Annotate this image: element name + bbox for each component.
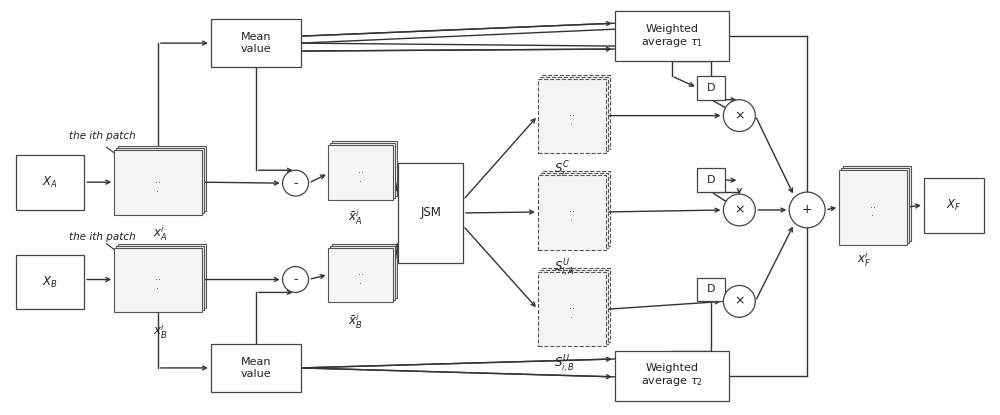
Ellipse shape [789, 192, 825, 228]
Text: ×: × [734, 109, 745, 122]
Text: the ith patch: the ith patch [69, 232, 136, 242]
FancyBboxPatch shape [540, 270, 608, 344]
FancyBboxPatch shape [330, 144, 395, 198]
FancyBboxPatch shape [697, 76, 725, 100]
FancyBboxPatch shape [211, 19, 301, 67]
Text: -: - [293, 273, 298, 286]
Text: JSM: JSM [420, 207, 441, 220]
Text: Mean
value: Mean value [240, 357, 271, 379]
Text: -: - [293, 177, 298, 190]
Text: ..: .. [358, 165, 364, 175]
Text: +: + [802, 203, 812, 217]
FancyBboxPatch shape [398, 163, 463, 263]
Text: the ith patch: the ith patch [69, 131, 136, 141]
Text: $X_F$: $X_F$ [946, 198, 961, 213]
FancyBboxPatch shape [118, 244, 206, 308]
FancyBboxPatch shape [538, 175, 606, 250]
FancyBboxPatch shape [118, 146, 206, 211]
FancyBboxPatch shape [116, 149, 204, 213]
FancyBboxPatch shape [330, 246, 395, 300]
Text: .: . [570, 117, 573, 127]
FancyBboxPatch shape [332, 244, 397, 298]
Text: .: . [359, 276, 362, 286]
Text: $X_A$: $X_A$ [42, 175, 58, 190]
Ellipse shape [723, 194, 755, 226]
FancyBboxPatch shape [328, 145, 393, 200]
FancyBboxPatch shape [924, 178, 984, 233]
Text: D: D [707, 284, 716, 295]
Text: ..: .. [870, 200, 876, 210]
Text: .: . [570, 213, 573, 223]
Text: .: . [570, 310, 573, 320]
Text: ..: .. [569, 205, 575, 215]
FancyBboxPatch shape [16, 255, 84, 309]
FancyBboxPatch shape [839, 170, 907, 245]
Text: $x_F^i$: $x_F^i$ [857, 250, 871, 269]
FancyBboxPatch shape [114, 150, 202, 215]
Ellipse shape [283, 170, 309, 196]
FancyBboxPatch shape [697, 278, 725, 301]
Text: ..: .. [155, 272, 161, 282]
FancyBboxPatch shape [540, 77, 608, 151]
Text: D: D [707, 175, 716, 185]
Text: D: D [707, 83, 716, 93]
Text: $S_{i,B}^U$: $S_{i,B}^U$ [554, 354, 575, 376]
FancyBboxPatch shape [114, 248, 202, 312]
Text: $x_B^i$: $x_B^i$ [153, 321, 167, 341]
FancyBboxPatch shape [615, 351, 729, 401]
FancyBboxPatch shape [328, 248, 393, 303]
Text: .: . [359, 174, 362, 184]
FancyBboxPatch shape [332, 142, 397, 196]
Text: $S_i^C$: $S_i^C$ [554, 160, 570, 181]
Text: ..: .. [569, 108, 575, 118]
FancyBboxPatch shape [841, 168, 909, 243]
Text: $X_B$: $X_B$ [42, 274, 58, 290]
Text: .: . [156, 281, 159, 291]
FancyBboxPatch shape [211, 344, 301, 392]
Text: ..: .. [569, 301, 575, 311]
Text: Mean
value: Mean value [240, 32, 271, 54]
Ellipse shape [723, 286, 755, 317]
Text: $x_A^i$: $x_A^i$ [153, 224, 167, 243]
FancyBboxPatch shape [542, 75, 610, 149]
FancyBboxPatch shape [540, 173, 608, 248]
Text: $S_{i,A}^U$: $S_{i,A}^U$ [554, 258, 575, 279]
FancyBboxPatch shape [615, 11, 729, 61]
FancyBboxPatch shape [542, 268, 610, 342]
FancyBboxPatch shape [843, 166, 911, 241]
FancyBboxPatch shape [697, 168, 725, 192]
Text: ×: × [734, 295, 745, 308]
Text: .: . [156, 183, 159, 194]
Text: ..: .. [358, 267, 364, 277]
Text: Weighted
average $\tau_1$: Weighted average $\tau_1$ [641, 24, 703, 49]
Text: ..: .. [155, 175, 161, 185]
Text: Weighted
average $\tau_2$: Weighted average $\tau_2$ [641, 364, 703, 388]
FancyBboxPatch shape [16, 155, 84, 210]
Ellipse shape [723, 100, 755, 132]
Text: $\bar{x}_A^i$: $\bar{x}_A^i$ [348, 208, 363, 227]
Text: ×: × [734, 203, 745, 217]
Text: .: . [871, 208, 874, 218]
FancyBboxPatch shape [538, 271, 606, 346]
FancyBboxPatch shape [542, 171, 610, 246]
Text: $\bar{x}_B^i$: $\bar{x}_B^i$ [348, 311, 363, 331]
FancyBboxPatch shape [116, 246, 204, 310]
Ellipse shape [283, 266, 309, 293]
FancyBboxPatch shape [538, 79, 606, 154]
